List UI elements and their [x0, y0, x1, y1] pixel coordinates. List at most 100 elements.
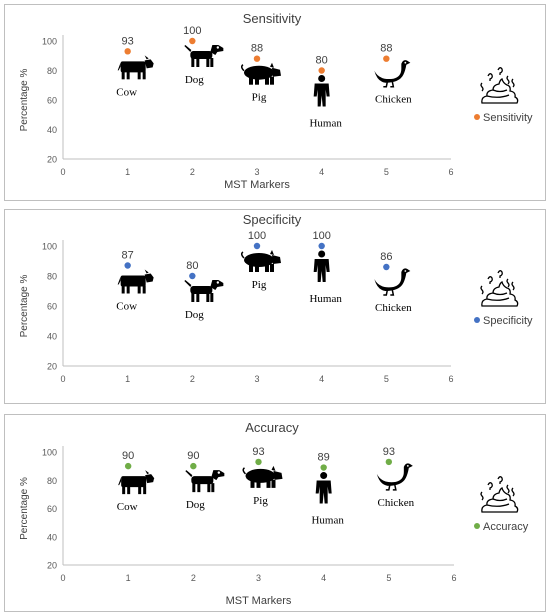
- specificity-panel: Specificity 20 40 60 80 100 0 1 2 3 4 5 6 Percentage …: [4, 209, 546, 404]
- x-tick-label: 3: [254, 374, 259, 384]
- chart-svg: Sensitivity 20 40 60 80 100 0 1 2 3 4 5 6 Percentage …: [19, 11, 533, 191]
- data-label: 90: [122, 450, 134, 462]
- x-tick-label: 5: [384, 374, 389, 384]
- y-tick-label: 80: [47, 66, 57, 76]
- x-tick-label: 3: [254, 167, 259, 177]
- x-tick-label: 1: [125, 167, 130, 177]
- dog-icon: [185, 470, 225, 493]
- x-tick-label: 6: [448, 374, 453, 384]
- data-label: 86: [380, 251, 392, 263]
- y-tick-label: 60: [47, 96, 57, 106]
- data-point: [190, 462, 197, 470]
- animal-label: Chicken: [377, 497, 414, 509]
- data-point: [255, 458, 262, 466]
- x-tick-label: 4: [321, 573, 326, 583]
- y-axis-label: Percentage %: [19, 68, 30, 131]
- data-label: 93: [122, 35, 134, 47]
- animal-label: Dog: [185, 309, 204, 321]
- data-label: 90: [187, 450, 199, 462]
- chart-title: Specificity: [243, 212, 302, 227]
- chart-svg: Specificity 20 40 60 80 100 0 1 2 3 4 5 6 Percentage …: [19, 212, 533, 384]
- animal-label: Human: [309, 293, 342, 305]
- y-tick-label: 60: [47, 302, 57, 312]
- animal-label: Chicken: [375, 302, 412, 314]
- data-label: 100: [183, 25, 201, 37]
- y-tick-label: 100: [42, 37, 57, 47]
- sensitivity-panel: Sensitivity 20 40 60 80 100 0 1 2 3 4 5 6 Percentage …: [4, 4, 546, 201]
- data-label: 80: [186, 260, 198, 272]
- animal-label: Pig: [252, 279, 267, 291]
- x-tick-label: 2: [190, 374, 195, 384]
- chicken-icon: [376, 463, 413, 491]
- y-tick-label: 80: [47, 272, 57, 282]
- legend-label: Sensitivity: [483, 112, 533, 124]
- x-tick-label: 4: [319, 167, 324, 177]
- legend-marker: [474, 317, 480, 323]
- x-tick-label: 3: [256, 573, 261, 583]
- animal-label: Cow: [117, 501, 138, 513]
- y-tick-label: 40: [47, 332, 57, 342]
- data-point: [318, 67, 325, 74]
- data-point: [383, 263, 390, 271]
- data-point: [124, 462, 132, 470]
- y-axis-label: Percentage %: [19, 274, 30, 337]
- x-axis-label: MST Markers: [224, 179, 290, 191]
- human-icon: [313, 250, 330, 282]
- y-tick-label: 80: [47, 476, 57, 486]
- animal-label: Dog: [185, 74, 204, 86]
- poop-icon: [480, 270, 519, 307]
- dog-icon: [184, 45, 224, 67]
- pig-icon: [240, 250, 281, 272]
- animal-label: Chicken: [375, 94, 412, 106]
- data-point: [124, 48, 131, 55]
- legend-label: Accuracy: [483, 521, 529, 533]
- x-tick-label: 0: [60, 167, 65, 177]
- animal-label: Cow: [116, 86, 137, 98]
- data-label: 93: [252, 446, 264, 458]
- cow-icon: [117, 269, 154, 294]
- y-tick-label: 100: [42, 448, 57, 458]
- data-point: [385, 458, 393, 466]
- x-tick-label: 4: [319, 374, 324, 384]
- y-tick-label: 20: [47, 362, 57, 372]
- data-point: [253, 55, 261, 62]
- legend-marker: [474, 114, 480, 120]
- x-tick-label: 2: [190, 167, 195, 177]
- x-tick-label: 0: [60, 374, 65, 384]
- human-icon: [315, 472, 332, 504]
- data-label: 80: [316, 55, 328, 67]
- data-label: 87: [122, 250, 134, 262]
- data-label: 100: [312, 230, 330, 242]
- poop-icon: [480, 67, 519, 104]
- chart-title: Accuracy: [245, 420, 299, 435]
- data-point: [124, 262, 131, 269]
- legend-marker: [474, 523, 480, 529]
- data-point: [253, 242, 261, 250]
- chicken-icon: [374, 268, 411, 296]
- y-tick-label: 40: [47, 532, 57, 542]
- data-point: [383, 55, 390, 62]
- chart-svg: Accuracy 20 40 60 80 100 0 1 2 3 4 5 6 Percentage % MS…: [19, 420, 529, 607]
- chicken-icon: [374, 60, 411, 88]
- data-point: [189, 37, 196, 45]
- x-tick-label: 5: [384, 167, 389, 177]
- y-tick-label: 100: [42, 242, 57, 252]
- y-tick-label: 40: [47, 125, 57, 135]
- animal-label: Dog: [186, 499, 205, 511]
- data-point: [189, 272, 196, 280]
- animal-label: Pig: [253, 495, 268, 507]
- accuracy-panel: Accuracy 20 40 60 80 100 0 1 2 3 4 5 6 Percentage % MS…: [4, 414, 546, 612]
- human-icon: [313, 75, 330, 107]
- poop-icon: [480, 476, 519, 513]
- cow-icon: [118, 470, 155, 495]
- y-tick-label: 20: [47, 155, 57, 165]
- chart-title: Sensitivity: [243, 11, 302, 26]
- x-tick-label: 1: [125, 374, 130, 384]
- dog-icon: [184, 280, 224, 302]
- pig-icon: [242, 465, 283, 488]
- data-point: [320, 464, 327, 471]
- data-label: 88: [380, 43, 392, 55]
- data-label: 93: [383, 446, 395, 458]
- data-label: 100: [248, 230, 266, 242]
- x-axis-label: MST Markers: [226, 595, 292, 607]
